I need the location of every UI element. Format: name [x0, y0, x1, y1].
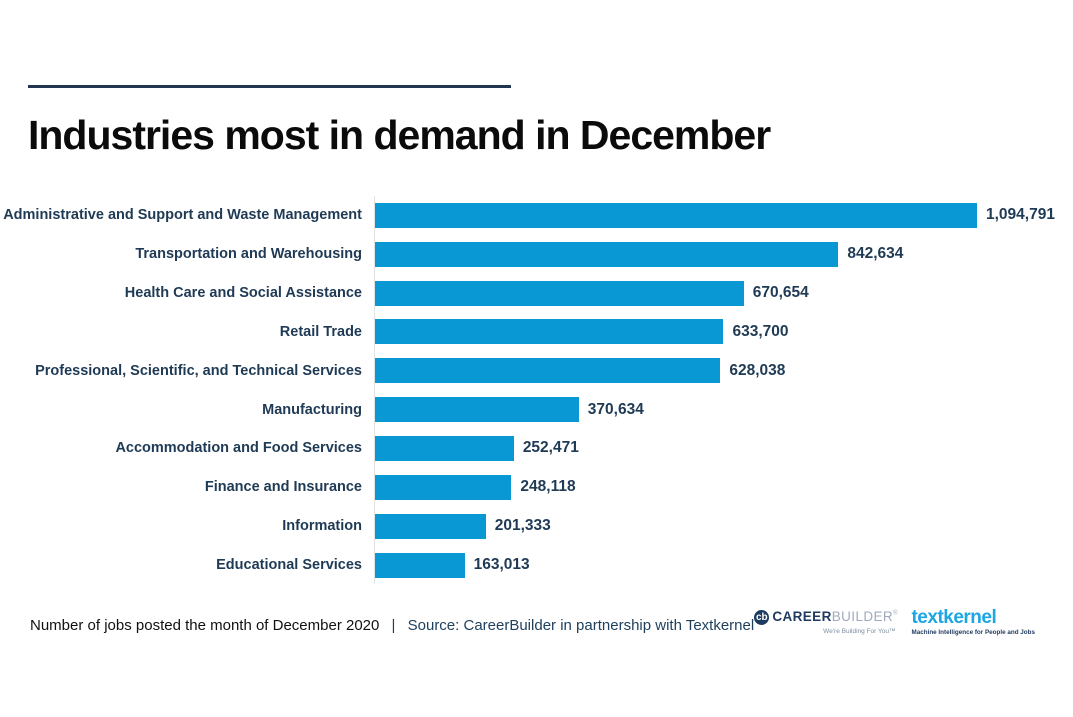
footer-caption: Number of jobs posted the month of Decem… — [30, 617, 754, 634]
bar — [375, 202, 977, 228]
value-label: 370,634 — [587, 400, 644, 418]
value-label: 670,654 — [752, 284, 809, 302]
bar-row: Retail Trade 633,700 — [0, 312, 1073, 352]
bar-zone: 163,013 — [374, 545, 1073, 585]
careerbuilder-trademark: ® — [893, 610, 898, 617]
value-label: 163,013 — [473, 556, 530, 574]
bar-zone: 248,118 — [374, 467, 1073, 507]
bar — [375, 241, 839, 267]
value-label: 633,700 — [732, 322, 789, 340]
textkernel-wordmark: textkernel — [911, 607, 997, 628]
bar-row: Accommodation and Food Services 252,471 — [0, 429, 1073, 468]
bar-row: Administrative and Support and Waste Man… — [0, 196, 1073, 235]
category-label: Information — [282, 518, 362, 535]
value-label: 842,634 — [847, 245, 904, 263]
bar-row: Manufacturing 370,634 — [0, 390, 1073, 430]
bar — [375, 280, 744, 306]
bar-rows: Administrative and Support and Waste Man… — [0, 196, 1073, 585]
bar-zone: 1,094,791 — [374, 196, 1073, 235]
bar-zone: 670,654 — [374, 273, 1073, 313]
bar-zone: 633,700 — [374, 312, 1073, 352]
bar-zone: 201,333 — [374, 506, 1073, 546]
bar-zone: 370,634 — [374, 390, 1073, 430]
value-label: 248,118 — [520, 478, 576, 496]
value-label: 628,038 — [729, 361, 786, 379]
bar — [375, 552, 465, 578]
careerbuilder-tagline: We're Building For You™ — [823, 628, 896, 635]
bar-row: Finance and Insurance 248,118 — [0, 467, 1073, 507]
careerbuilder-wordmark-builder: BUILDER — [831, 609, 894, 624]
bar — [375, 435, 514, 461]
page-title: Industries most in demand in December — [28, 112, 771, 158]
logo-group: cb CAREERBUILDER® We're Building For You… — [754, 608, 1035, 636]
careerbuilder-logo: cb CAREERBUILDER® We're Building For You… — [754, 608, 897, 635]
category-label: Health Care and Social Assistance — [124, 285, 362, 302]
footer-source: Source: CareerBuilder in partnership wit… — [407, 617, 755, 634]
bar-zone: 252,471 — [374, 429, 1073, 468]
bar-row: Health Care and Social Assistance 670,654 — [0, 273, 1073, 313]
bar — [375, 474, 512, 500]
bar — [375, 397, 579, 423]
bar-row: Information 201,333 — [0, 506, 1073, 546]
category-label: Manufacturing — [262, 401, 362, 418]
category-label: Professional, Scientific, and Technical … — [35, 362, 362, 379]
category-label: Retail Trade — [279, 323, 362, 340]
bar — [375, 513, 486, 539]
footer-note: Number of jobs posted the month of Decem… — [30, 617, 380, 634]
bar-chart: Administrative and Support and Waste Man… — [0, 196, 1073, 585]
bar-row: Professional, Scientific, and Technical … — [0, 351, 1073, 391]
careerbuilder-icon: cb — [754, 609, 770, 625]
category-label: Transportation and Warehousing — [135, 246, 362, 263]
category-label: Educational Services — [216, 557, 362, 574]
title-accent-rule — [28, 85, 511, 88]
bar — [375, 358, 721, 384]
footer-separator: | — [391, 617, 396, 634]
careerbuilder-wordmark-career: CAREER — [772, 609, 832, 624]
textkernel-tagline: Machine Intelligence for People and Jobs — [911, 629, 1035, 636]
value-label: 201,333 — [494, 517, 551, 535]
category-label: Finance and Insurance — [204, 479, 362, 496]
value-label: 252,471 — [522, 439, 579, 457]
bar-zone: 628,038 — [374, 351, 1073, 391]
category-label: Administrative and Support and Waste Man… — [3, 207, 362, 224]
bar — [375, 319, 724, 345]
bar-row: Educational Services 163,013 — [0, 545, 1073, 585]
textkernel-logo: textkernel Machine Intelligence for Peop… — [911, 608, 1035, 636]
value-label: 1,094,791 — [986, 206, 1055, 224]
bar-zone: 842,634 — [374, 234, 1073, 274]
category-label: Accommodation and Food Services — [115, 440, 362, 457]
bar-row: Transportation and Warehousing 842,634 — [0, 234, 1073, 274]
